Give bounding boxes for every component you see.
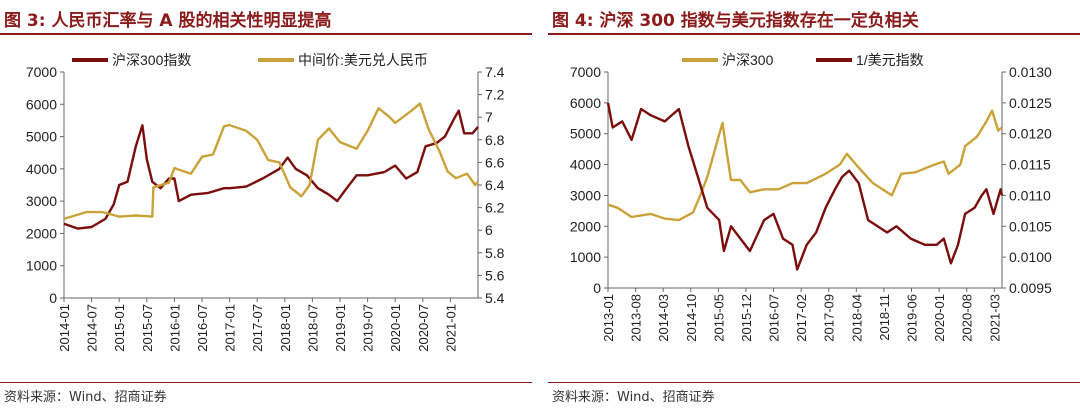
x-tick-label: 2021-01 [443, 304, 458, 352]
x-tick-label: 2020-01 [932, 294, 947, 342]
y-left-tick-label: 5000 [570, 126, 601, 142]
figure-4-chart: 0 1000 2000 3000 4000 5000 6000 7000 0.0095 0.010… [570, 52, 1052, 342]
x-tick-label: 2015-01 [112, 304, 127, 352]
y-right-tick-label: 0.0110 [1009, 187, 1051, 203]
y-left-tick-label: 0 [593, 280, 601, 296]
y-left-tick-label: 1000 [570, 249, 601, 265]
y-left-tick-label: 4000 [570, 157, 601, 173]
series-line-2 [606, 102, 1004, 271]
y-right-tick-label: 5.8 [485, 245, 505, 261]
figure-title: 图 3: 人民币汇率与 A 股的相关性明显提高 [4, 11, 332, 31]
x-tick-label: 2018-01 [278, 304, 293, 352]
y-left-tick-label: 3000 [570, 187, 601, 203]
x-tick-label: 2020-01 [388, 304, 403, 352]
y-left-tick-label: 7000 [570, 64, 601, 80]
x-tick-label: 2018-11 [877, 294, 892, 341]
figure-title: 图 4: 沪深 300 指数与美元指数存在一定负相关 [552, 11, 919, 31]
y-right-tick-label: 7.2 [485, 87, 505, 103]
legend-label-1: 沪深300 [722, 52, 774, 68]
series-line-2 [63, 102, 479, 221]
y-left-tick-label: 1000 [26, 258, 57, 274]
x-tick-label: 2017-01 [223, 304, 238, 352]
y-right-tick-label: 0.0105 [1009, 218, 1052, 234]
y-left-tick-label: 3000 [26, 193, 57, 209]
figure-source: 资料来源：Wind、招商证券 [4, 390, 167, 405]
y-right-tick-label: 0.0100 [1009, 249, 1052, 265]
x-tick-label: 2013-08 [629, 294, 644, 342]
y-right-tick-label: 6.4 [485, 177, 505, 193]
y-right-tick-label: 5.4 [485, 290, 505, 306]
y-left-tick-label: 2000 [570, 218, 601, 234]
legend-label-2: 中间价:美元兑人民币 [298, 52, 428, 68]
x-tick-label: 2014-01 [57, 304, 72, 352]
y-left-tick-label: 6000 [570, 95, 601, 111]
y-right-tick-label: 5.6 [485, 267, 505, 283]
figure-source: 资料来源：Wind、招商证券 [552, 390, 715, 405]
legend-label-1: 沪深300指数 [112, 52, 191, 68]
figure-3-panel: 图 3: 人民币汇率与 A 股的相关性明显提高 0 1000 2000 3000 400… [0, 0, 532, 409]
x-tick-label: 2018-07 [305, 304, 320, 352]
figure-4-panel: 图 4: 沪深 300 指数与美元指数存在一定负相关 0 1000 2000 3000… [548, 0, 1080, 409]
title-rule [0, 33, 532, 35]
y-left-tick-label: 6000 [26, 96, 57, 112]
x-tick-label: 2016-07 [195, 304, 210, 352]
y-left-tick-label: 0 [49, 290, 57, 306]
y-right-tick-label: 6 [485, 222, 493, 238]
x-tick-label: 2016-07 [767, 294, 782, 342]
x-tick-label: 2014-10 [684, 294, 699, 342]
x-tick-label: 2016-01 [167, 304, 182, 352]
x-tick-label: 2019-06 [905, 294, 920, 342]
x-tick-label: 2020-07 [416, 304, 431, 352]
x-tick-label: 2021-03 [987, 294, 1002, 342]
x-tick-label: 2014-07 [85, 304, 100, 352]
x-tick-label: 2013-01 [601, 294, 616, 342]
source-rule [548, 382, 1080, 383]
y-right-tick-label: 0.0095 [1009, 280, 1052, 296]
x-tick-label: 2019-01 [333, 304, 348, 352]
x-tick-label: 2019-07 [361, 304, 376, 352]
y-right-tick-label: 6.6 [485, 154, 505, 170]
source-rule [0, 382, 532, 383]
y-left-tick-label: 4000 [26, 161, 57, 177]
title-rule [548, 33, 1080, 35]
y-right-tick-label: 0.0125 [1009, 95, 1052, 111]
y-right-tick-label: 0.0115 [1009, 157, 1051, 173]
y-right-tick-label: 6.2 [485, 200, 505, 216]
figure-3-chart: 0 1000 2000 3000 4000 5000 6000 7000 5.4 5.6 5.8 6 6… [26, 52, 505, 352]
y-left-tick-label: 7000 [26, 64, 57, 80]
y-right-tick-label: 7.4 [485, 64, 505, 80]
legend-label-2: 1/美元指数 [856, 52, 924, 68]
x-tick-label: 2014-03 [656, 294, 671, 342]
y-left-tick-label: 5000 [26, 129, 57, 145]
x-tick-label: 2015-12 [739, 294, 754, 342]
x-tick-label: 2017-02 [794, 294, 809, 342]
y-right-tick-label: 0.0120 [1009, 126, 1052, 142]
y-right-tick-label: 6.8 [485, 132, 505, 148]
y-right-tick-label: 7 [485, 109, 493, 125]
x-tick-label: 2018-04 [849, 294, 864, 342]
series-line-1 [63, 109, 479, 230]
x-tick-label: 2015-05 [711, 294, 726, 342]
y-right-tick-label: 0.0130 [1009, 64, 1052, 80]
series-line-1 [607, 109, 1003, 222]
x-tick-label: 2020-08 [960, 294, 975, 342]
x-tick-label: 2015-07 [140, 304, 155, 352]
x-tick-label: 2017-07 [250, 304, 265, 352]
x-tick-label: 2017-09 [822, 294, 837, 342]
y-left-tick-label: 2000 [26, 225, 57, 241]
